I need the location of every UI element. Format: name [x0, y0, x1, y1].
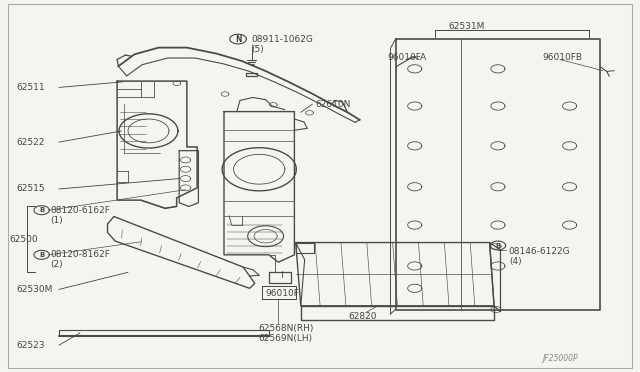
Text: 62568N(RH): 62568N(RH) — [258, 324, 314, 333]
Text: (1): (1) — [50, 216, 63, 225]
Text: 62820: 62820 — [349, 312, 378, 321]
Text: B: B — [39, 207, 44, 213]
Text: 08146-6122G: 08146-6122G — [509, 247, 570, 256]
Text: 96010FA: 96010FA — [387, 53, 426, 62]
Text: 62523: 62523 — [16, 341, 45, 350]
Text: 62569N(LH): 62569N(LH) — [258, 334, 312, 343]
Text: B: B — [495, 243, 500, 248]
Text: 62522: 62522 — [16, 138, 44, 147]
Text: (5): (5) — [251, 45, 264, 54]
Text: N: N — [235, 35, 241, 44]
Text: (4): (4) — [509, 257, 522, 266]
Text: 62531M: 62531M — [448, 22, 484, 31]
Text: 62610N: 62610N — [315, 100, 350, 109]
Text: 62500: 62500 — [10, 235, 38, 244]
Text: (2): (2) — [50, 260, 63, 269]
Text: 08911-1062G: 08911-1062G — [251, 35, 313, 44]
Text: 62515: 62515 — [16, 185, 45, 193]
Text: 08120-8162F: 08120-8162F — [50, 250, 110, 259]
Text: 62511: 62511 — [16, 83, 45, 92]
Text: JF25000P: JF25000P — [543, 355, 579, 363]
Text: B: B — [39, 252, 44, 258]
Text: 96010F: 96010F — [266, 289, 300, 298]
Text: 08120-6162F: 08120-6162F — [50, 206, 110, 215]
Text: 62530M: 62530M — [16, 285, 52, 294]
Text: 96010FB: 96010FB — [543, 53, 583, 62]
